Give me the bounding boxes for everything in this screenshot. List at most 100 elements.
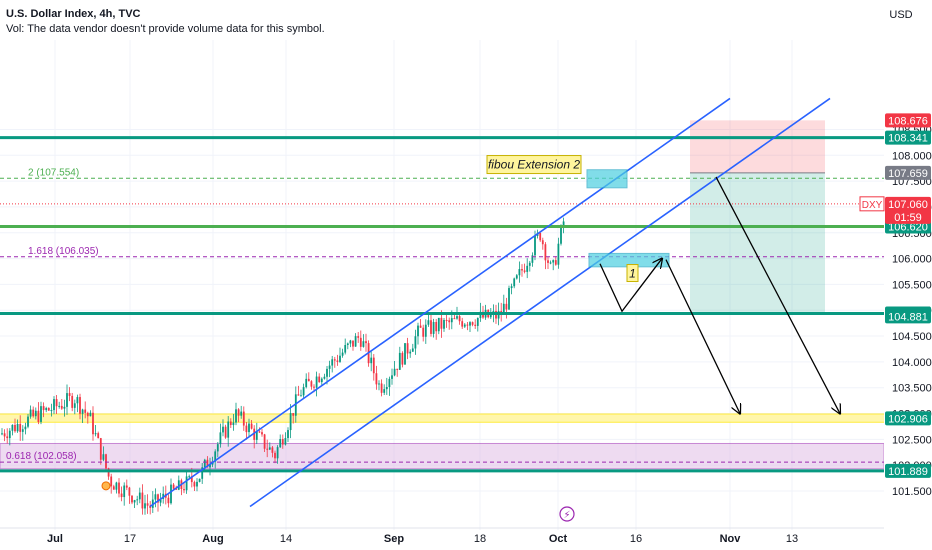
price-badge-2-text: 107.659 bbox=[888, 168, 928, 180]
price-badge-6-text: 102.906 bbox=[888, 413, 928, 425]
candle-body bbox=[24, 426, 27, 430]
candle-body bbox=[32, 409, 35, 417]
candle-body bbox=[146, 503, 149, 506]
candle-body bbox=[40, 406, 42, 422]
candle-body bbox=[123, 485, 126, 498]
arrow-path-2 bbox=[665, 259, 740, 414]
y-tick-label: 102.500 bbox=[892, 434, 932, 446]
candle-body bbox=[435, 322, 438, 332]
last-price-text: 107.060 bbox=[888, 199, 928, 211]
candle-body bbox=[149, 505, 152, 508]
candle-body bbox=[409, 351, 412, 354]
candle-body bbox=[523, 270, 526, 272]
candle-body bbox=[253, 428, 256, 440]
candle-body bbox=[526, 265, 529, 272]
candle-body bbox=[11, 424, 14, 431]
candle-body bbox=[53, 399, 55, 411]
price-axis-bg bbox=[884, 0, 932, 550]
candle-body bbox=[336, 360, 339, 362]
y-tick-label: 105.500 bbox=[892, 279, 932, 291]
candle-body bbox=[276, 447, 279, 459]
candle-body bbox=[339, 355, 341, 362]
candle-body bbox=[372, 357, 375, 374]
candle-body bbox=[133, 500, 136, 503]
candle-body bbox=[453, 318, 456, 320]
candle-body bbox=[349, 340, 352, 344]
candle-body bbox=[136, 499, 139, 501]
candle-body bbox=[81, 409, 84, 414]
candle-body bbox=[292, 413, 295, 416]
y-tick-label: 103.500 bbox=[892, 383, 932, 395]
candle-body bbox=[224, 426, 227, 438]
candle-body bbox=[424, 324, 427, 337]
price-badge-1-text: 108.341 bbox=[888, 133, 928, 145]
candle-body bbox=[521, 269, 523, 271]
candle-body bbox=[97, 433, 100, 439]
candle-body bbox=[313, 386, 315, 388]
candle-body bbox=[300, 395, 302, 397]
candle-body bbox=[263, 434, 266, 449]
candle-body bbox=[450, 318, 453, 323]
x-tick-label: 16 bbox=[630, 533, 642, 545]
candle-body bbox=[383, 389, 386, 393]
candle-body bbox=[328, 365, 331, 369]
price-badge-0: 108.676 bbox=[885, 113, 931, 128]
candle-body bbox=[89, 412, 92, 417]
target-box-2 bbox=[586, 169, 628, 189]
candle-body bbox=[518, 269, 521, 276]
candle-body bbox=[344, 345, 347, 353]
y-tick-label: 106.000 bbox=[892, 254, 932, 266]
candle-body bbox=[393, 368, 396, 376]
channel-upper bbox=[149, 97, 731, 508]
price-badge-0-text: 108.676 bbox=[888, 115, 928, 127]
candle-body bbox=[250, 423, 253, 429]
candle-body bbox=[432, 322, 435, 334]
candle-body bbox=[547, 260, 549, 263]
candle-body bbox=[242, 411, 245, 426]
candle-body bbox=[315, 376, 318, 388]
candle-body bbox=[466, 324, 469, 326]
candle-body bbox=[19, 424, 22, 432]
candle-body bbox=[55, 399, 58, 407]
candle-body bbox=[237, 409, 240, 416]
candle-body bbox=[281, 439, 284, 445]
candle-body bbox=[229, 421, 232, 426]
candle-body bbox=[445, 319, 448, 321]
candle-body bbox=[266, 448, 269, 450]
candle-body bbox=[297, 394, 300, 396]
x-tick-label: Nov bbox=[720, 533, 742, 545]
candle-body bbox=[255, 431, 258, 440]
candle-body bbox=[510, 286, 513, 289]
candle-body bbox=[183, 489, 185, 491]
candle-body bbox=[120, 493, 123, 498]
candle-body bbox=[66, 393, 68, 407]
candle-body bbox=[411, 348, 414, 352]
price-badge-6: 102.906 bbox=[885, 411, 931, 426]
candle-body bbox=[268, 447, 271, 450]
candle-body bbox=[206, 459, 209, 468]
candle-body bbox=[279, 439, 282, 448]
candle-body bbox=[385, 387, 388, 390]
candle-body bbox=[172, 484, 175, 489]
candle-body bbox=[34, 410, 37, 417]
candle-body bbox=[6, 436, 9, 439]
candle-body bbox=[456, 316, 458, 319]
candle-body bbox=[16, 424, 19, 432]
x-tick-label: Oct bbox=[549, 533, 568, 545]
candle-body bbox=[219, 432, 222, 445]
candle-body bbox=[354, 336, 357, 347]
candle-body bbox=[167, 497, 170, 504]
candle-body bbox=[404, 343, 406, 365]
candle-body bbox=[380, 383, 383, 393]
candle-body bbox=[190, 476, 193, 483]
candle-body bbox=[562, 221, 565, 226]
candle-body bbox=[274, 452, 276, 459]
fib-label-0: 2 (107.554) bbox=[28, 167, 79, 178]
candle-body bbox=[68, 393, 71, 396]
y-tick-label: 101.500 bbox=[892, 486, 932, 498]
candle-body bbox=[115, 482, 118, 490]
candle-body bbox=[222, 426, 224, 433]
candle-body bbox=[8, 430, 11, 439]
candle-body bbox=[84, 409, 87, 413]
